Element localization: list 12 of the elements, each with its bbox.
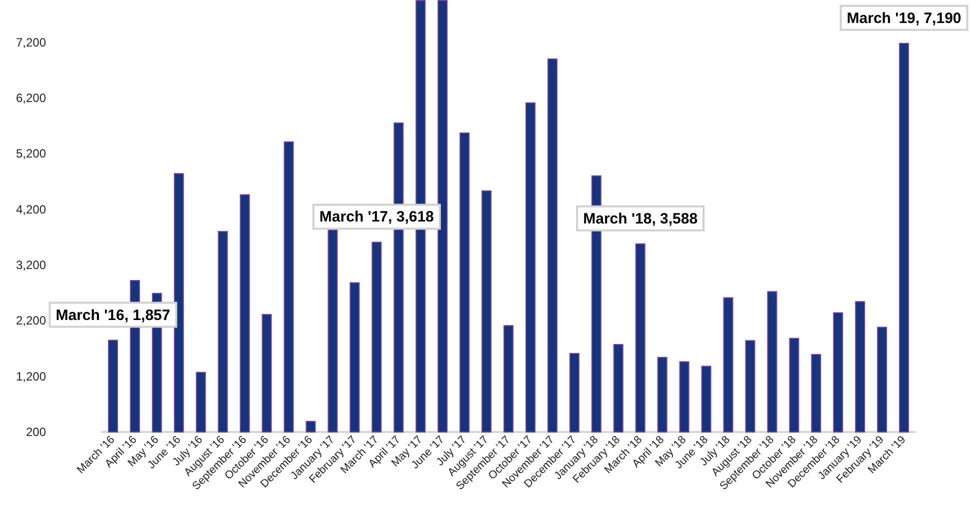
y-tick-label: 1,200 (16, 369, 46, 384)
y-tick-label: 4,200 (16, 202, 46, 216)
y-tick-label: 6,200 (16, 90, 46, 105)
data-label: March '16, 1,857 (56, 306, 170, 324)
y-tick-label: 2,200 (16, 314, 46, 328)
y-tick-label: 7,200 (16, 35, 46, 50)
data-label: March '19, 7,190 (846, 10, 962, 27)
data-label: March '18, 3,588 (583, 210, 698, 228)
data-label: March '17, 3,618 (319, 208, 434, 226)
y-tick-label: 5,200 (16, 146, 46, 161)
y-tick-label: 3,200 (16, 258, 46, 272)
y-tick-label: 200 (26, 425, 46, 439)
